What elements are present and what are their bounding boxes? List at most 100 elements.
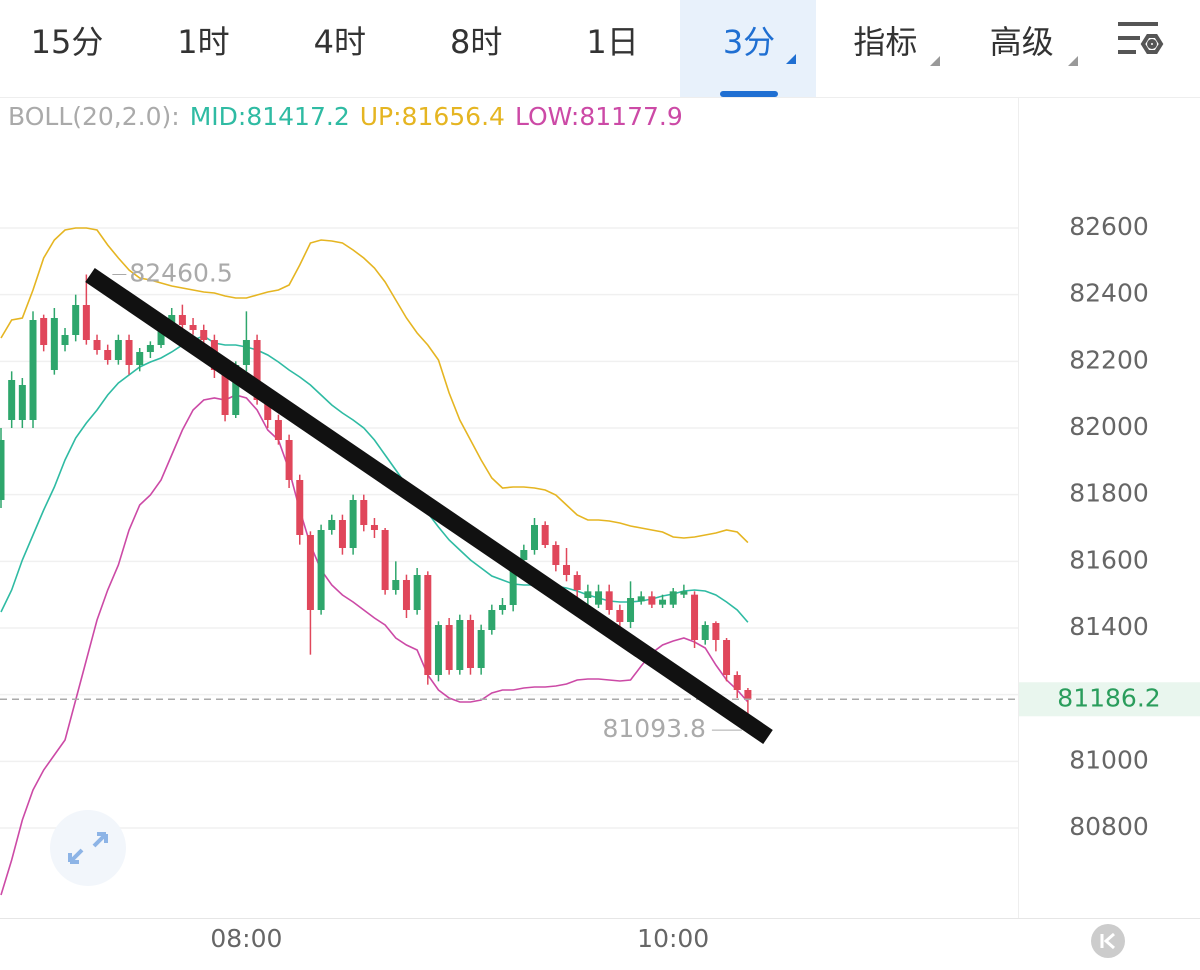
candle-body (104, 350, 112, 360)
candle-body (424, 575, 432, 675)
candle-body (50, 318, 58, 370)
candle-body (595, 591, 603, 605)
candle-body (434, 625, 442, 675)
legend-separator: : (571, 102, 579, 131)
candle-body (627, 598, 635, 622)
candle-body (0, 440, 5, 500)
candle-body (509, 560, 517, 605)
candle-body (264, 400, 272, 420)
last-price-label: 81186.2 (1057, 683, 1160, 712)
y-tick-label: 81400 (1069, 612, 1149, 641)
candle-body (274, 420, 282, 440)
candle-body (296, 480, 304, 535)
candle-body (691, 594, 699, 640)
dropdown-icon[interactable] (1068, 56, 1078, 66)
candle-body (200, 330, 208, 340)
plot: 8080081000812008140081600818008200082200… (0, 212, 1200, 953)
legend-separator: : (393, 102, 401, 131)
x-tick-label: 10:00 (637, 924, 709, 953)
candle-body (370, 525, 378, 530)
candle-body (552, 545, 560, 565)
candle-body (402, 580, 410, 610)
candle-body (680, 591, 688, 595)
candle-body (733, 675, 741, 690)
y-tick-label: 82400 (1069, 279, 1149, 308)
candle-body (744, 690, 752, 700)
indicator-name: BOLL(20,2.0): (8, 102, 180, 131)
candle-body (18, 385, 26, 420)
y-tick-label: 82200 (1069, 345, 1149, 374)
candle-body (477, 630, 485, 668)
candle-body (712, 623, 720, 640)
candle-body (29, 320, 37, 420)
candle-body (306, 535, 314, 610)
expand-button[interactable] (50, 810, 126, 886)
candle-body (648, 596, 656, 605)
boll-line (0, 335, 749, 623)
min-label: 81093.8 (603, 714, 706, 743)
candle-body (360, 500, 368, 525)
candle-body (8, 380, 16, 420)
candle-body (584, 591, 592, 598)
legend-value: 81656.4 (402, 102, 505, 131)
candle-body (221, 370, 229, 415)
candle-body (723, 640, 731, 675)
tab[interactable]: 4时 (314, 23, 366, 61)
active-tab-indicator (720, 91, 778, 97)
candle-body (573, 575, 581, 590)
candle-body (488, 610, 496, 630)
tab[interactable]: 1时 (177, 23, 229, 61)
candle-body (253, 340, 261, 400)
candle-body (520, 550, 528, 560)
candle-body (413, 575, 421, 610)
candle-body (445, 625, 453, 670)
candle-body (40, 318, 48, 345)
settings-icon[interactable] (1118, 22, 1164, 54)
candle-body (157, 330, 165, 345)
y-tick-label: 82600 (1069, 212, 1149, 241)
candle-body (701, 625, 709, 640)
legend-name: MID (190, 102, 238, 131)
indicator-legend: BOLL(20,2.0): MID:81417.2 UP:81656.4 LOW:81… (8, 102, 683, 131)
candle-body (456, 620, 464, 670)
candle-body (637, 596, 645, 602)
tab[interactable]: 8时 (450, 23, 502, 61)
candle-body (466, 620, 474, 668)
candle-body (232, 365, 240, 415)
candle-body (328, 520, 336, 530)
candle-body (178, 315, 186, 325)
candle-body (563, 565, 571, 575)
candle-body (93, 340, 101, 350)
legend-value: 81177.9 (579, 102, 682, 131)
candle-body (114, 340, 122, 360)
candle-body (392, 580, 400, 590)
y-tick-label: 80800 (1069, 812, 1149, 841)
candle-body (659, 599, 667, 605)
legend-name: LOW (515, 102, 572, 131)
candle-body (616, 610, 624, 622)
candle-body (669, 591, 677, 605)
candle-body (125, 340, 133, 365)
trend-line (85, 267, 773, 745)
tab[interactable]: 高级 (990, 23, 1054, 61)
tab[interactable]: 指标 (853, 23, 917, 61)
tab[interactable]: 3分 (723, 23, 775, 61)
y-tick-label: 81600 (1069, 545, 1149, 574)
candle-body (285, 440, 293, 480)
candle-body (61, 335, 69, 345)
dropdown-icon[interactable] (786, 54, 796, 64)
tab[interactable]: 15分 (31, 23, 104, 61)
dropdown-icon[interactable] (930, 56, 940, 66)
candle-body (146, 345, 154, 352)
candle-body (498, 605, 506, 610)
candle-body (72, 305, 80, 335)
candle-body (531, 525, 538, 550)
boll-line (0, 227, 749, 544)
candle-body (338, 520, 346, 548)
tab[interactable]: 1日 (586, 23, 638, 61)
candle-body (605, 591, 613, 610)
candle-body (82, 305, 90, 340)
scroll-end-button[interactable] (1091, 924, 1125, 958)
